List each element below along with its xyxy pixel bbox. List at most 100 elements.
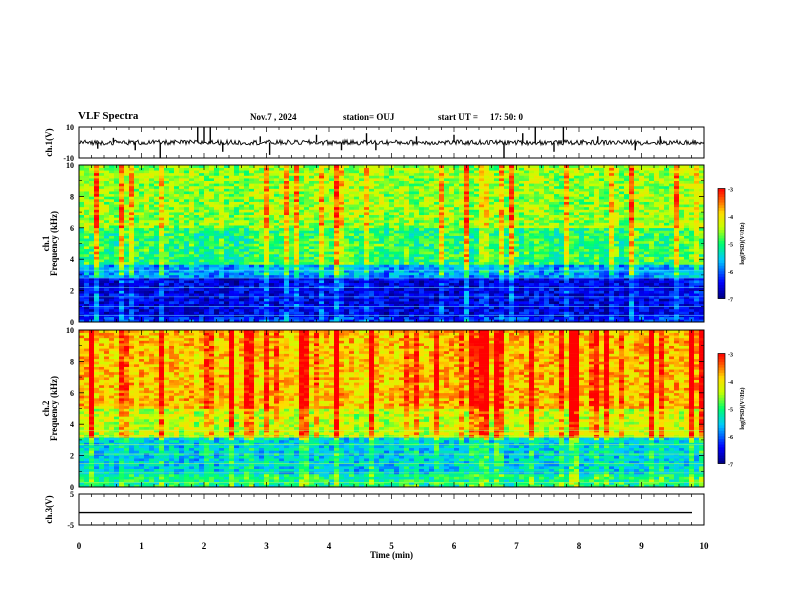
psd-cell [489, 243, 495, 247]
psd-cell [304, 246, 310, 250]
psd-cell [164, 214, 170, 218]
psd-cell [359, 280, 365, 284]
psd-cell [439, 183, 445, 187]
psd-cell [209, 172, 215, 176]
psd-cell [134, 243, 140, 247]
psd-cell [384, 209, 390, 213]
psd-cell [274, 204, 280, 208]
psd-cell [119, 222, 125, 226]
psd-cell [429, 251, 435, 255]
psd-cell [89, 274, 95, 278]
psd-cell [334, 272, 340, 276]
psd-cell [299, 308, 305, 312]
psd-cell [199, 251, 205, 255]
psd-cell [184, 280, 190, 284]
psd-cell [454, 191, 460, 195]
psd-cell [399, 233, 405, 236]
psd-cell [384, 225, 390, 229]
psd-cell [234, 298, 240, 302]
psd-cell [204, 191, 210, 195]
psd-cell [339, 287, 345, 291]
psd-cell [414, 272, 420, 276]
psd-cell [254, 178, 260, 181]
psd-cell [234, 201, 240, 205]
psd-cell [434, 316, 440, 320]
psd-cell [274, 287, 280, 291]
psd-cell [334, 246, 340, 250]
psd-cell [99, 287, 105, 291]
psd-cell [329, 219, 335, 223]
psd-cell [359, 282, 365, 286]
psd-cell [299, 233, 305, 236]
psd-cell [169, 230, 175, 234]
psd-cell [209, 316, 215, 320]
psd-cell [359, 251, 365, 255]
psd-cell [294, 217, 300, 221]
psd-cell [439, 180, 445, 184]
psd-cell [124, 219, 130, 223]
psd-cell [229, 253, 235, 257]
psd-cell [114, 209, 120, 213]
psd-cell [334, 185, 340, 189]
psd-cell [119, 212, 125, 216]
psd-cell [249, 199, 255, 202]
psd-cell [314, 267, 320, 270]
psd-cell [239, 248, 245, 252]
psd-cell [169, 188, 175, 192]
psd-cell [349, 165, 355, 168]
psd-cell [274, 264, 280, 268]
psd-cell [459, 188, 465, 192]
psd-cell [264, 246, 270, 250]
psd-cell [154, 256, 160, 260]
psd-cell [249, 285, 255, 289]
psd-cell [414, 188, 420, 192]
psd-cell [444, 175, 450, 179]
psd-cell [469, 204, 475, 208]
psd-cell [479, 204, 485, 208]
psd-cell [359, 235, 365, 239]
psd-cell [349, 280, 355, 284]
psd-cell [494, 308, 500, 312]
psd-cell [94, 233, 100, 236]
psd-cell [144, 290, 150, 294]
psd-cell [309, 227, 315, 231]
station-label: station= OUJ [343, 112, 395, 122]
psd-cell [184, 212, 190, 216]
psd-cell [439, 243, 445, 247]
psd-cell [294, 233, 300, 236]
psd-cell [299, 256, 305, 260]
psd-cell [114, 261, 120, 265]
psd-cell [139, 175, 145, 179]
psd-cell [279, 212, 285, 216]
psd-cell [94, 170, 100, 174]
psd-cell [344, 285, 350, 289]
psd-cell [229, 295, 235, 299]
psd-cell [289, 303, 295, 307]
psd-cell [264, 193, 270, 197]
psd-cell [309, 193, 315, 197]
psd-cell [389, 259, 395, 263]
psd-cell [214, 230, 220, 234]
psd-cell [419, 178, 425, 181]
psd-cell [479, 308, 485, 312]
psd-cell [399, 172, 405, 176]
psd-cell [364, 264, 370, 268]
psd-cell [179, 319, 185, 323]
psd-cell [279, 319, 285, 323]
psd-cell [489, 185, 495, 189]
psd-cell [184, 170, 190, 174]
psd-cell [419, 319, 425, 323]
psd-cell [454, 246, 460, 250]
psd-cell [249, 170, 255, 174]
psd-cell [214, 199, 220, 202]
psd-cell [449, 219, 455, 223]
psd-cell [429, 175, 435, 179]
psd-cell [304, 253, 310, 257]
psd-cell [179, 233, 185, 236]
psd-cell [349, 311, 355, 315]
psd-cell [264, 175, 270, 179]
psd-cell [259, 259, 265, 263]
psd-cell [474, 287, 480, 291]
psd-cell [259, 282, 265, 286]
psd-cell [179, 238, 185, 242]
